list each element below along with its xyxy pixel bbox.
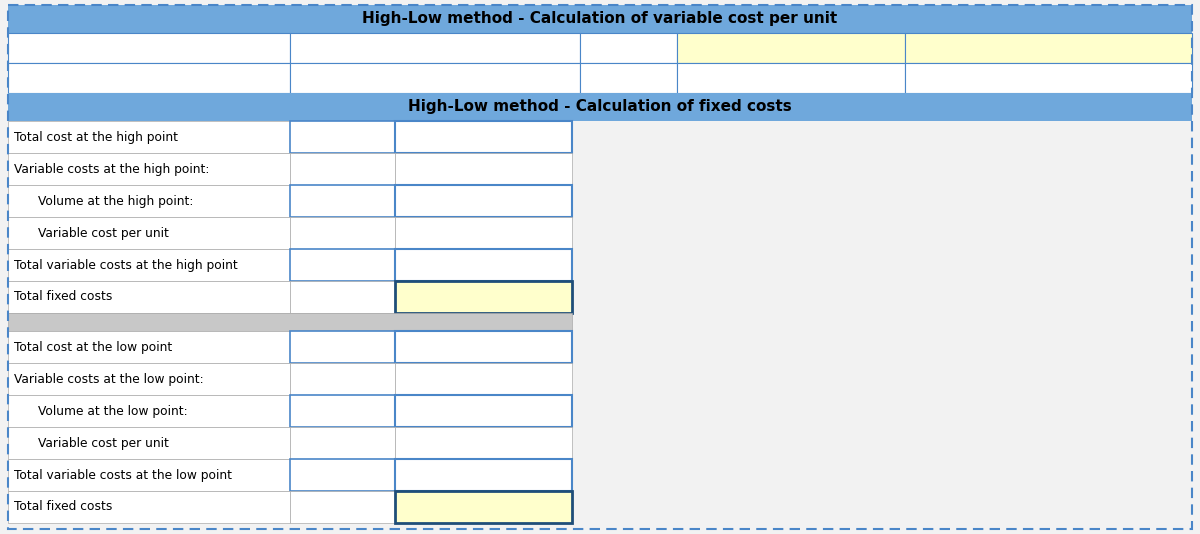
Text: Total cost at the high point: Total cost at the high point	[14, 130, 178, 144]
FancyBboxPatch shape	[8, 33, 290, 63]
Text: Volume at the high point:: Volume at the high point:	[38, 194, 193, 208]
FancyBboxPatch shape	[395, 185, 572, 217]
FancyBboxPatch shape	[8, 63, 290, 93]
FancyBboxPatch shape	[395, 281, 572, 313]
FancyBboxPatch shape	[290, 185, 395, 217]
FancyBboxPatch shape	[395, 331, 572, 363]
FancyBboxPatch shape	[395, 121, 572, 153]
FancyBboxPatch shape	[8, 5, 1192, 33]
FancyBboxPatch shape	[8, 121, 290, 153]
FancyBboxPatch shape	[395, 395, 572, 427]
FancyBboxPatch shape	[8, 185, 290, 217]
FancyBboxPatch shape	[290, 217, 395, 249]
FancyBboxPatch shape	[677, 33, 905, 63]
Text: Variable costs at the high point:: Variable costs at the high point:	[14, 162, 209, 176]
Text: Total variable costs at the low point: Total variable costs at the low point	[14, 468, 232, 482]
FancyBboxPatch shape	[8, 459, 290, 491]
FancyBboxPatch shape	[580, 33, 677, 63]
Text: Volume at the low point:: Volume at the low point:	[38, 404, 187, 418]
FancyBboxPatch shape	[677, 63, 905, 93]
FancyBboxPatch shape	[290, 33, 580, 63]
Text: Variable cost per unit: Variable cost per unit	[38, 436, 169, 450]
FancyBboxPatch shape	[8, 427, 290, 459]
FancyBboxPatch shape	[8, 491, 290, 523]
FancyBboxPatch shape	[395, 427, 572, 459]
FancyBboxPatch shape	[395, 249, 572, 281]
FancyBboxPatch shape	[290, 153, 395, 185]
FancyBboxPatch shape	[8, 153, 290, 185]
FancyBboxPatch shape	[290, 363, 395, 395]
Text: Total fixed costs: Total fixed costs	[14, 500, 113, 514]
FancyBboxPatch shape	[395, 491, 572, 523]
FancyBboxPatch shape	[8, 313, 572, 331]
FancyBboxPatch shape	[580, 63, 677, 93]
FancyBboxPatch shape	[290, 395, 395, 427]
FancyBboxPatch shape	[8, 331, 290, 363]
Text: Variable costs at the low point:: Variable costs at the low point:	[14, 373, 204, 386]
FancyBboxPatch shape	[290, 121, 395, 153]
FancyBboxPatch shape	[290, 281, 395, 313]
Text: Total variable costs at the high point: Total variable costs at the high point	[14, 258, 238, 271]
Text: Variable cost per unit: Variable cost per unit	[38, 226, 169, 240]
FancyBboxPatch shape	[8, 281, 290, 313]
Text: High-Low method - Calculation of fixed costs: High-Low method - Calculation of fixed c…	[408, 99, 792, 114]
FancyBboxPatch shape	[905, 63, 1192, 93]
FancyBboxPatch shape	[8, 395, 290, 427]
FancyBboxPatch shape	[395, 153, 572, 185]
FancyBboxPatch shape	[8, 93, 1192, 121]
FancyBboxPatch shape	[8, 249, 290, 281]
Text: Total fixed costs: Total fixed costs	[14, 290, 113, 303]
FancyBboxPatch shape	[395, 459, 572, 491]
FancyBboxPatch shape	[395, 363, 572, 395]
FancyBboxPatch shape	[290, 427, 395, 459]
FancyBboxPatch shape	[290, 491, 395, 523]
Text: High-Low method - Calculation of variable cost per unit: High-Low method - Calculation of variabl…	[362, 12, 838, 27]
FancyBboxPatch shape	[290, 249, 395, 281]
FancyBboxPatch shape	[290, 331, 395, 363]
FancyBboxPatch shape	[8, 363, 290, 395]
FancyBboxPatch shape	[8, 217, 290, 249]
FancyBboxPatch shape	[290, 63, 580, 93]
FancyBboxPatch shape	[905, 33, 1192, 63]
FancyBboxPatch shape	[290, 459, 395, 491]
Text: Total cost at the low point: Total cost at the low point	[14, 341, 173, 354]
FancyBboxPatch shape	[395, 217, 572, 249]
